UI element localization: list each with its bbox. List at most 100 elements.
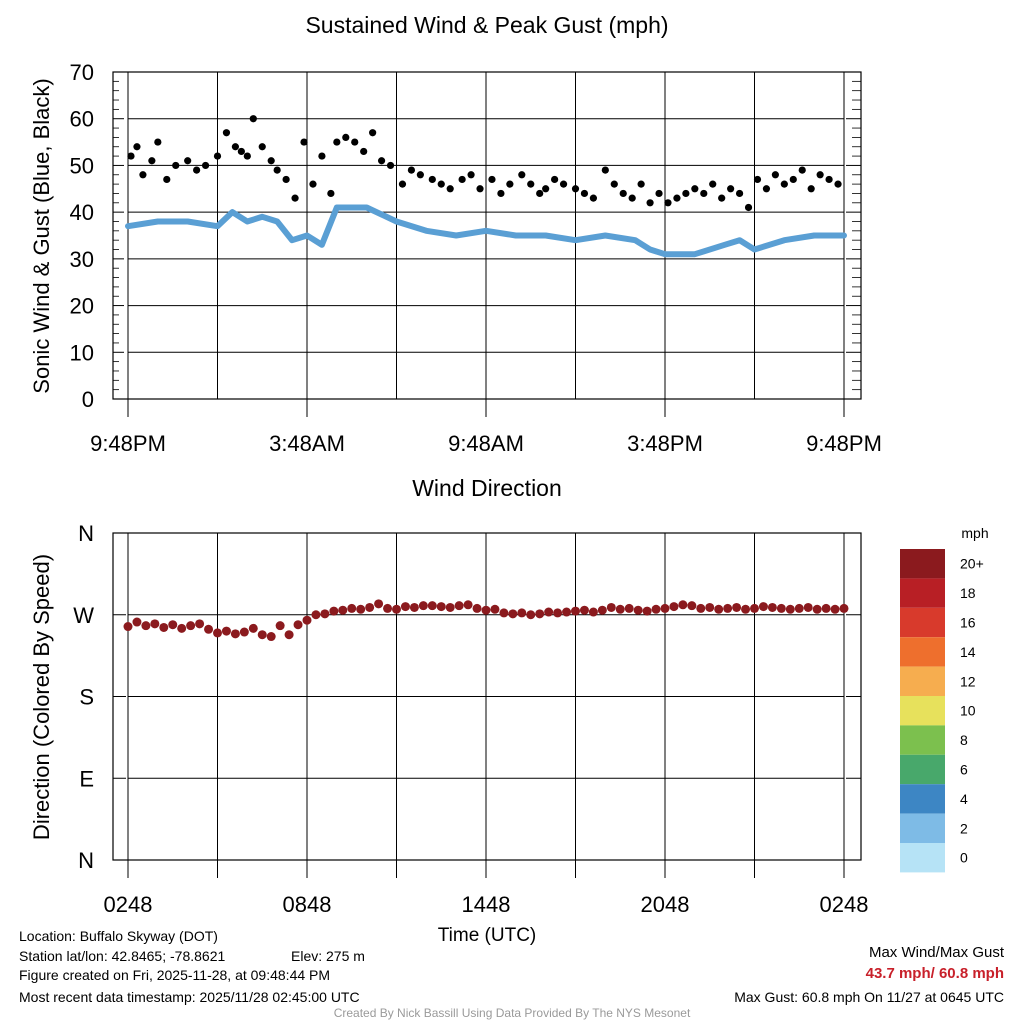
gust-point — [342, 133, 350, 141]
direction-point — [705, 602, 715, 612]
direction-point — [159, 622, 169, 632]
wind-gust-plot-frame — [112, 71, 862, 400]
direction-point — [150, 619, 160, 629]
gust-point — [318, 152, 326, 160]
gust-point — [727, 185, 735, 193]
gust-point — [300, 138, 308, 146]
gust-point — [771, 171, 779, 179]
direction-point — [490, 604, 500, 614]
gust-point — [571, 185, 580, 193]
direction-point — [221, 626, 231, 636]
direction-point — [239, 627, 249, 637]
gust-point — [222, 129, 231, 137]
top-y-tick-label: 10 — [70, 340, 94, 365]
direction-point — [311, 610, 321, 620]
direction-point — [204, 624, 214, 634]
gust-point — [428, 175, 436, 184]
gust-point — [139, 171, 147, 179]
bottom-x-tick-label: 2048 — [641, 892, 690, 917]
colorbar-cell — [900, 843, 945, 873]
direction-point — [651, 604, 661, 614]
gust-point — [243, 152, 251, 160]
footer-max-title: Max Wind/Max Gust — [868, 944, 1004, 961]
direction-point — [347, 603, 357, 613]
direction-point — [553, 608, 563, 618]
gust-point — [154, 138, 162, 146]
gust-point — [580, 189, 589, 198]
gust-point — [467, 171, 475, 179]
colorbar-cell — [900, 578, 945, 608]
gust-point — [273, 166, 281, 174]
direction-point — [284, 630, 294, 640]
top-y-tick-label: 70 — [70, 60, 94, 85]
top-x-tick-label: 3:48PM — [627, 431, 703, 456]
direction-point — [642, 606, 652, 616]
gust-point — [735, 189, 744, 198]
gust-point — [619, 189, 627, 198]
colorbar-label: 2 — [960, 820, 968, 836]
colorbar-label: 10 — [960, 703, 976, 719]
direction-point — [472, 603, 482, 613]
direction-point — [571, 606, 580, 616]
wind-direction-chart: Wind Direction Direction (Colored By Spe… — [29, 475, 868, 946]
direction-point — [678, 600, 688, 610]
top-y-tick-label: 0 — [82, 387, 94, 412]
direction-point — [302, 615, 312, 625]
direction-point — [535, 609, 545, 619]
direction-point — [821, 603, 831, 613]
direction-point — [597, 605, 607, 615]
colorbar-cell — [900, 549, 945, 579]
gust-point — [231, 143, 239, 151]
wind-gust-ylabel: Sonic Wind & Gust (Blue, Black) — [29, 78, 54, 393]
gust-point — [127, 152, 135, 160]
direction-point — [758, 602, 768, 612]
direction-point — [615, 604, 625, 614]
gust-point — [709, 180, 717, 188]
direction-point — [427, 601, 437, 611]
direction-point — [392, 604, 401, 614]
gust-point — [655, 189, 663, 198]
direction-point — [356, 604, 366, 614]
gust-point — [601, 166, 609, 174]
gust-point — [551, 175, 559, 184]
gust-point — [744, 203, 753, 212]
direction-point — [750, 603, 759, 613]
top-x-tick-label: 9:48AM — [448, 431, 524, 456]
bottom-x-tick-label: 0848 — [283, 892, 332, 917]
gust-point — [360, 147, 368, 156]
direction-point — [714, 604, 724, 614]
speed-colorbar: mph 20+ 18 16 14 12 10 8 6 4 2 0 — [900, 525, 989, 873]
direction-point — [365, 602, 375, 612]
gust-point — [798, 166, 806, 174]
gust-point — [789, 175, 797, 184]
colorbar-cell — [900, 813, 945, 843]
direction-point — [445, 602, 455, 612]
gust-point — [148, 157, 156, 165]
footer-credit: Created By Nick Bassill Using Data Provi… — [333, 1006, 691, 1020]
footer-station: Station lat/lon: 42.8465; -78.8621 — [19, 948, 226, 964]
top-y-tick-label: 60 — [70, 107, 94, 132]
colorbar-label: 18 — [960, 585, 976, 601]
bottom-y-tick-label: N — [78, 848, 94, 873]
top-y-tick-label: 40 — [70, 200, 94, 225]
gust-point — [213, 152, 222, 160]
gust-point — [664, 199, 672, 207]
direction-point — [383, 603, 393, 613]
gust-point — [637, 180, 645, 188]
colorbar-cell — [900, 607, 945, 638]
direction-point — [526, 610, 536, 620]
direction-point — [579, 605, 589, 615]
colorbar-label: 14 — [960, 644, 976, 660]
direction-point — [508, 609, 518, 619]
direction-point — [741, 604, 751, 614]
direction-point — [696, 603, 706, 613]
wind-gust-chart: Sustained Wind & Peak Gust (mph) Sonic W… — [29, 12, 882, 456]
gust-point — [542, 185, 550, 193]
colorbar-label: 12 — [960, 673, 976, 689]
gust-point — [458, 175, 466, 184]
direction-point — [463, 600, 473, 610]
gust-point — [133, 143, 141, 151]
direction-point — [669, 602, 679, 612]
gust-point — [518, 171, 526, 179]
